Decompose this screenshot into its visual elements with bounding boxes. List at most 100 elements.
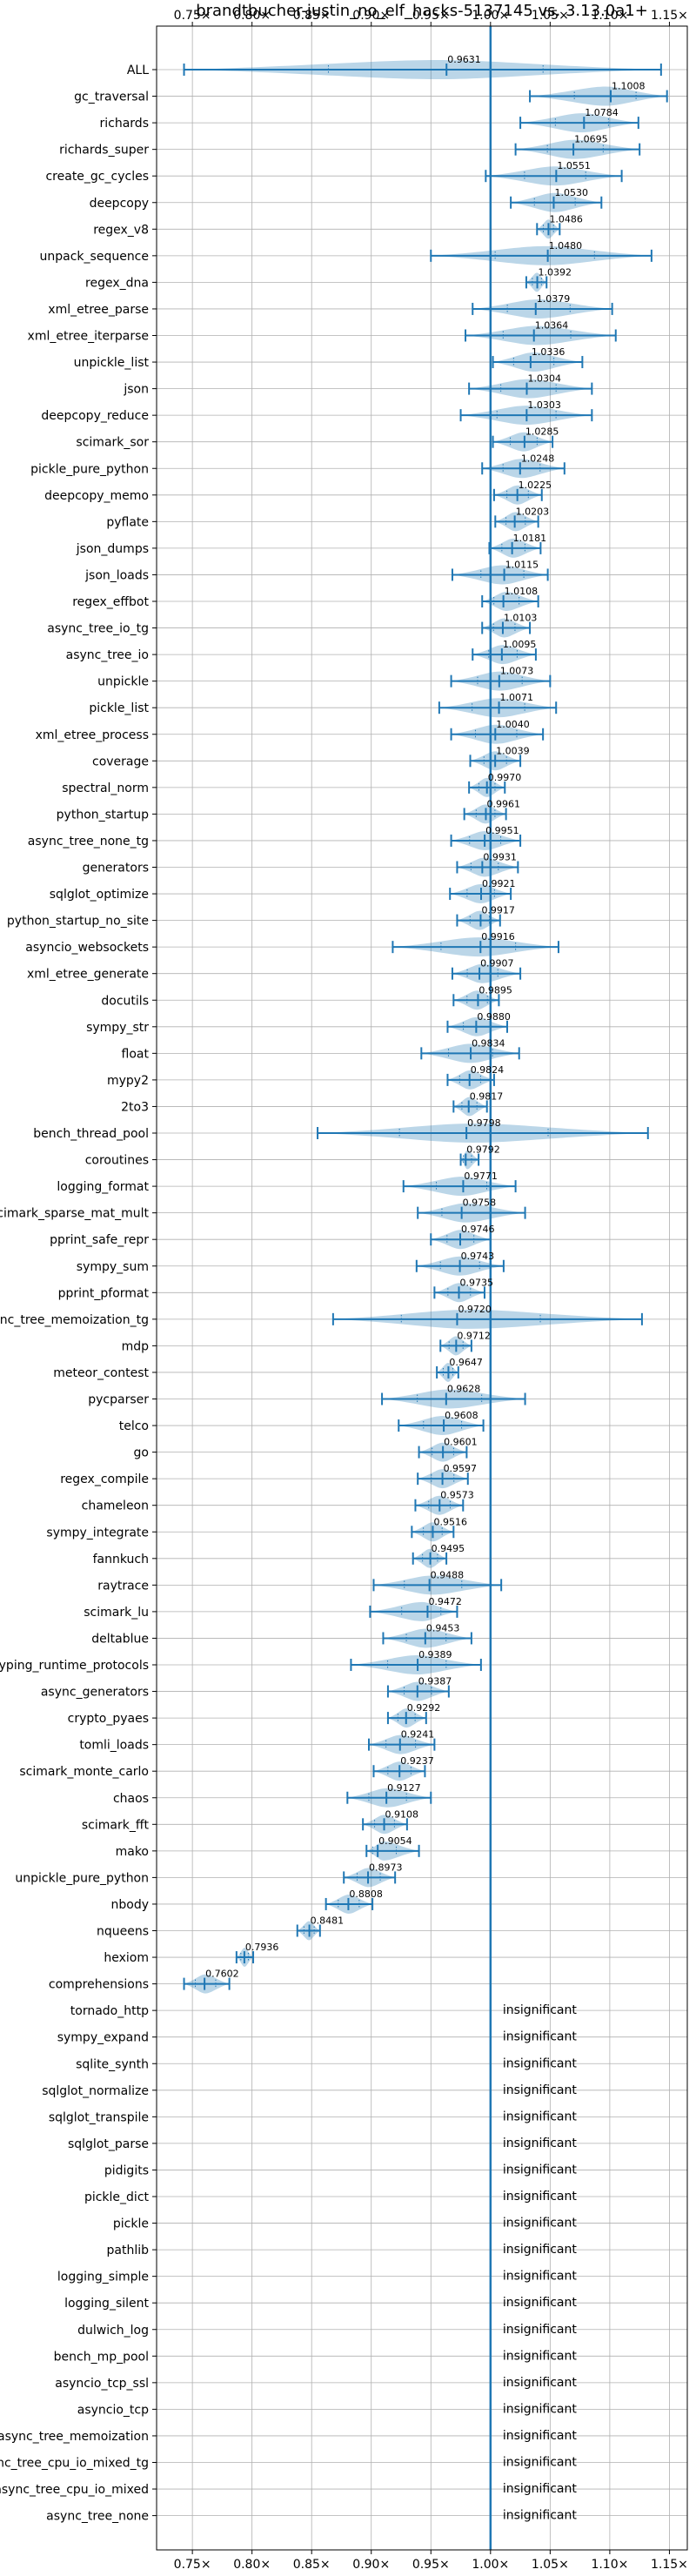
median-label: 0.9834 <box>472 1037 505 1049</box>
median-label: 0.9970 <box>488 772 522 783</box>
row-label: logging_silent <box>64 2297 149 2311</box>
row-label: mako <box>116 1845 149 1859</box>
row-label: pathlib <box>107 2244 150 2257</box>
row-label: sqlglot_normalize <box>42 2084 149 2098</box>
median-label: 1.0039 <box>496 745 530 756</box>
row-label: pprint_safe_repr <box>50 1233 149 1247</box>
median-label: 0.9720 <box>458 1304 492 1315</box>
row-label: xml_etree_generate <box>27 968 149 982</box>
row-label: docutils <box>101 994 149 1008</box>
median-label: 0.9387 <box>418 1676 452 1687</box>
row-label: deepcopy_memo <box>44 489 149 503</box>
x-tick-label-bottom: 0.85× <box>293 2558 331 2572</box>
row-label: deltablue <box>91 1632 149 1646</box>
median-label: 1.0379 <box>537 293 571 305</box>
row-label: async_tree_cpu_io_mixed_tg <box>0 2457 149 2471</box>
median-label: 1.0108 <box>505 586 539 597</box>
insignificant-label: insignificant <box>503 2429 578 2443</box>
median-label: 0.8973 <box>369 1862 403 1873</box>
insignificant-label: insignificant <box>503 2482 578 2496</box>
x-tick-label-bottom: 1.15× <box>651 2558 688 2572</box>
row-label: scimark_sor <box>76 436 149 450</box>
row-label: unpack_sequence <box>40 250 149 264</box>
median-label: 1.0248 <box>521 453 555 464</box>
row-label: python_startup_no_site <box>7 915 149 929</box>
label-layer: 0.9631 1.1008 1.0784 1.0695 1.0551 1.0530 1.04… <box>205 54 645 2523</box>
x-tick-label-bottom: 1.05× <box>532 2558 569 2572</box>
row-label: async_tree_none <box>46 2510 149 2524</box>
median-label: 0.9712 <box>457 1330 491 1341</box>
median-label: 0.9601 <box>444 1437 478 1448</box>
insignificant-label: insignificant <box>503 2296 578 2310</box>
row-label: sqlglot_transpile <box>49 2110 149 2124</box>
insignificant-label: insignificant <box>503 2323 578 2337</box>
median-label: 0.9108 <box>385 1808 419 1820</box>
median-label: 1.0304 <box>527 373 561 385</box>
row-label: ALL <box>127 64 149 77</box>
row-label: nqueens <box>97 1925 149 1939</box>
x-tick-label-bottom: 1.00× <box>472 2558 509 2572</box>
median-label: 1.0040 <box>496 719 530 730</box>
median-label: 0.9746 <box>461 1224 495 1235</box>
median-label: 0.9895 <box>478 984 512 996</box>
row-label: tornado_http <box>70 2004 149 2018</box>
row-label: mypy2 <box>107 1074 149 1088</box>
row-label: regex_compile <box>60 1472 149 1486</box>
plot-frame <box>156 25 688 2551</box>
median-label: 0.9631 <box>447 54 481 65</box>
row-label: scimark_fft <box>82 1818 150 1832</box>
row-label: sympy_expand <box>57 2031 149 2045</box>
median-label: 0.9735 <box>459 1277 493 1288</box>
median-label: 0.9817 <box>470 1090 504 1102</box>
median-label: 0.9241 <box>401 1729 435 1741</box>
row-label: pidigits <box>104 2163 149 2177</box>
x-tick-label-bottom: 1.10× <box>591 2558 628 2572</box>
median-label: 1.0095 <box>503 639 537 650</box>
median-label: 1.0115 <box>505 559 539 570</box>
insignificant-label: insignificant <box>503 2456 578 2470</box>
x-tick-label-bottom: 0.80× <box>233 2558 271 2572</box>
row-label: regex_effbot <box>72 595 149 609</box>
row-label: coroutines <box>85 1154 149 1168</box>
insignificant-label: insignificant <box>503 2509 578 2523</box>
row-label: asyncio_tcp <box>77 2403 149 2417</box>
row-label: logging_simple <box>57 2271 149 2284</box>
row-label: chaos <box>113 1792 149 1806</box>
row-label: spectral_norm <box>62 782 149 795</box>
median-label: 1.0336 <box>532 346 566 358</box>
row-label: nbody <box>111 1898 150 1912</box>
row-label: dulwich_log <box>77 2324 149 2338</box>
x-tick-label-bottom: 0.90× <box>352 2558 390 2572</box>
row-label: pickle_pure_python <box>30 462 149 476</box>
median-label: 0.9628 <box>447 1384 481 1395</box>
row-label: typing_runtime_protocols <box>0 1659 149 1673</box>
median-label: 0.8808 <box>349 1888 383 1900</box>
median-label: 1.0551 <box>557 160 591 171</box>
x-tick-label-bottom: 0.75× <box>174 2558 211 2572</box>
median-label: 0.9472 <box>428 1596 462 1607</box>
median-label: 1.0225 <box>519 480 552 491</box>
median-label: 0.9597 <box>444 1463 478 1474</box>
row-label: create_gc_cycles <box>45 170 149 184</box>
row-label: unpickle <box>97 675 149 689</box>
median-label: 1.0480 <box>549 240 583 252</box>
insignificant-label: insignificant <box>503 2137 578 2150</box>
row-label: asyncio_websockets <box>25 941 149 955</box>
row-label: mdp <box>122 1339 150 1353</box>
insignificant-label: insignificant <box>503 2110 578 2123</box>
insignificant-label: insignificant <box>503 2217 578 2231</box>
median-label: 1.0073 <box>500 666 534 677</box>
row-label: async_tree_io_tg <box>47 622 149 636</box>
axis-layer: 0.75× 0.75× 0.80× 0.80× 0.85× 0.85× 0.90× 0.90×… <box>0 9 688 2572</box>
row-label: sqlglot_parse <box>68 2137 149 2151</box>
median-label: 0.9921 <box>482 878 516 889</box>
row-label: xml_etree_process <box>36 728 149 742</box>
row-label: bench_mp_pool <box>54 2350 149 2364</box>
row-label: telco <box>119 1419 149 1433</box>
row-label: json <box>123 383 149 397</box>
median-label: 1.0103 <box>504 613 538 624</box>
row-label: hexiom <box>104 1951 149 1965</box>
row-label: crypto_pyaes <box>68 1712 149 1726</box>
row-label: richards_super <box>59 144 149 158</box>
x-tick-label-bottom: 0.95× <box>412 2558 450 2572</box>
